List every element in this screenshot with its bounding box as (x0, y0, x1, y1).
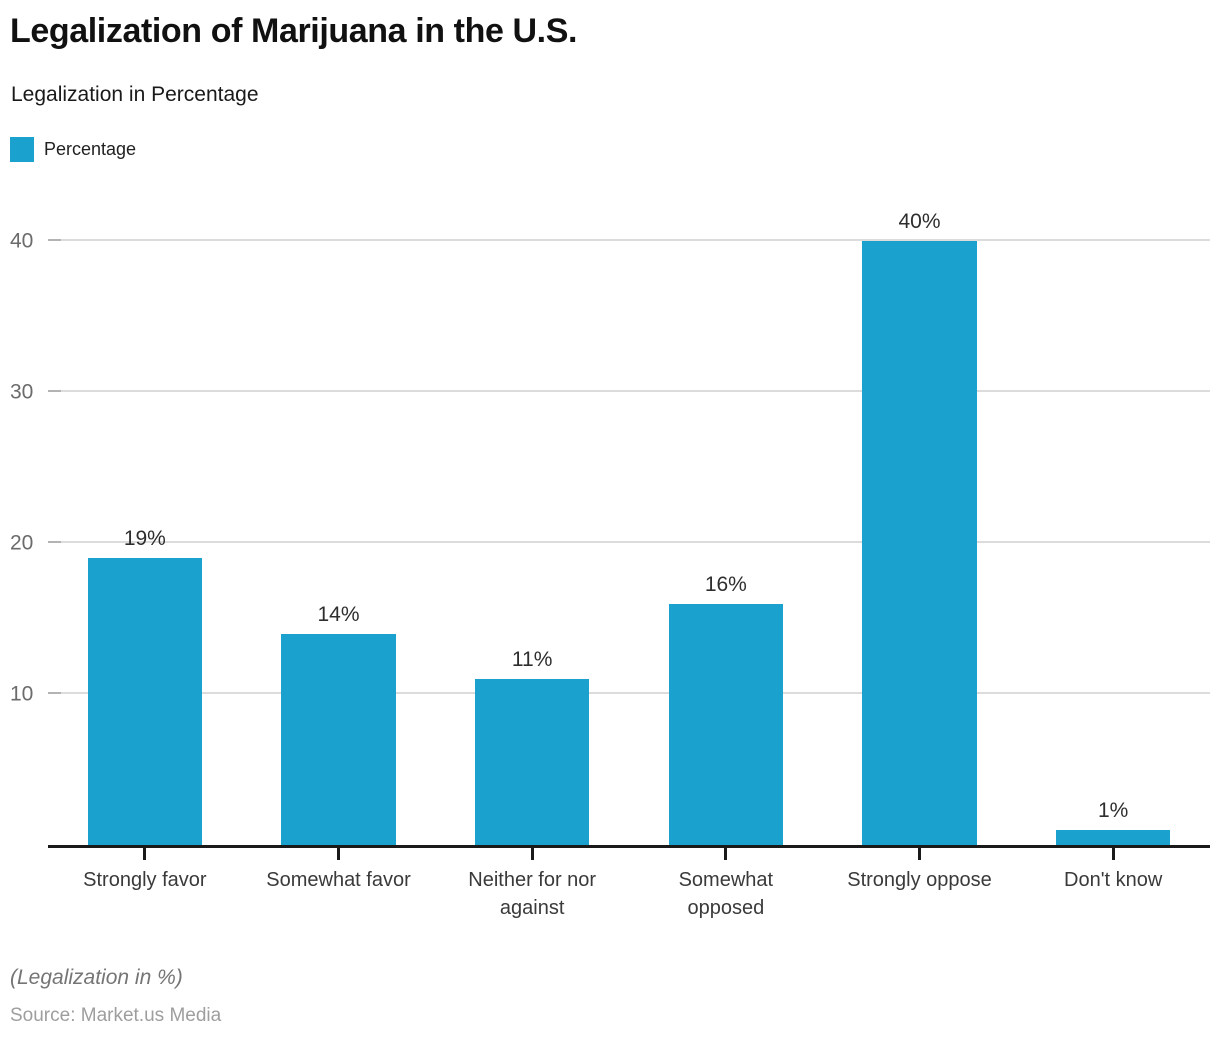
chart-footnote: (Legalization in %) (10, 966, 183, 989)
bar[interactable]: 1% (1056, 799, 1171, 845)
x-axis-ticks (48, 848, 1210, 860)
x-axis-tick (1111, 848, 1115, 860)
x-axis-tick-cell (435, 848, 629, 860)
x-axis-tick-cell (1016, 848, 1210, 860)
bar-column: 40% (823, 181, 1017, 845)
gridline (48, 390, 1210, 393)
y-axis-tick-label: 10 (10, 682, 34, 706)
legend-label: Percentage (44, 139, 137, 159)
x-axis-category-label: Somewhat opposed (678, 869, 774, 919)
bar[interactable]: 14% (281, 603, 396, 845)
x-axis-tick (143, 848, 147, 860)
y-axis-tick-label: 20 (10, 531, 34, 555)
x-axis-tick (918, 848, 922, 860)
x-axis-category-label: Don't know (1064, 869, 1163, 891)
gridline (48, 541, 1210, 544)
bars-row: 19% 14% 11% 16% 40% 1% (48, 181, 1210, 845)
chart-subtitle: Legalization in Percentage (11, 83, 259, 106)
bar-value-label: 11% (511, 648, 553, 671)
legend-item-percentage[interactable]: Percentage (10, 137, 136, 162)
bar[interactable]: 11% (475, 648, 590, 845)
bar-column: 19% (48, 181, 242, 845)
bar-column: 14% (242, 181, 436, 845)
y-axis-tick (48, 541, 61, 544)
bar-value-label: 16% (704, 572, 747, 596)
y-axis-tick (48, 692, 61, 695)
bar-value-label: 40% (898, 210, 941, 234)
gridline (48, 239, 1210, 242)
x-axis-tick-cell (823, 848, 1017, 860)
bar-value-label: 14% (317, 602, 360, 626)
x-axis-tick (337, 848, 340, 860)
x-axis-labels: Strongly favor Somewhat favor Neither for … (48, 866, 1210, 922)
x-axis-category-label: Somewhat favor (266, 869, 411, 891)
bar-column: 1% (1016, 181, 1210, 845)
x-axis-tick-cell (48, 848, 242, 860)
bar-value-label: 19% (123, 527, 166, 551)
plot-area: 19% 14% 11% 16% 40% 1% (48, 181, 1210, 845)
x-axis-category-label: Neither for nor against (468, 869, 597, 919)
bar-column: 16% (629, 181, 823, 845)
y-axis-tick (48, 390, 61, 393)
gridline (48, 692, 1210, 695)
x-axis-tick (530, 848, 534, 860)
x-axis-category-label: Strongly oppose (847, 869, 992, 891)
bar[interactable]: 16% (668, 573, 783, 845)
x-axis-tick-cell (242, 848, 436, 860)
y-axis-tick-label: 30 (10, 380, 34, 404)
bar[interactable]: 40% (862, 210, 977, 845)
legend-swatch-icon (10, 137, 34, 162)
bar-value-label: 1% (1098, 798, 1129, 822)
x-axis-category-label: Strongly favor (83, 869, 207, 891)
chart-source: Source: Market.us Media (10, 1005, 222, 1026)
x-axis-line (48, 845, 1210, 848)
bar-column: 11% (435, 181, 629, 845)
x-axis-tick (724, 848, 728, 860)
bar[interactable]: 19% (87, 527, 202, 845)
y-axis-tick-label: 40 (10, 229, 34, 253)
x-axis-tick-cell (629, 848, 823, 860)
y-axis-tick (48, 239, 61, 242)
y-axis: 10 20 30 40 (0, 181, 48, 845)
chart-title: Legalization of Marijuana in the U.S. (10, 12, 578, 50)
